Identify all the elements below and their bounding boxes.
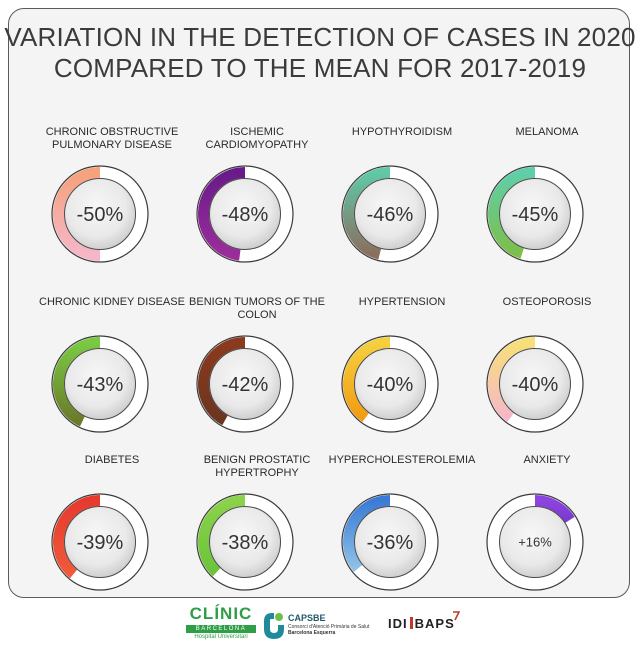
gauge-label: MELANOMA xyxy=(515,126,579,138)
gauge-arc xyxy=(53,337,101,427)
gauge-ring: -38% xyxy=(196,493,294,591)
gauge-label: HYPERTENSION xyxy=(358,296,446,308)
gauge-value: -46% xyxy=(367,204,414,226)
gauge-label: HYPOTHYROIDISM xyxy=(351,126,453,138)
gauge-value: -40% xyxy=(367,374,414,396)
logo-idibaps: IDI BAPS xyxy=(388,605,468,649)
gauge-item: BENIGN TUMORS OF THE COLON -42% xyxy=(182,296,332,446)
gauge-value: -38% xyxy=(222,532,269,554)
gauge-ring: -50% xyxy=(51,165,149,263)
gauge-center xyxy=(499,506,571,578)
gauge-arc xyxy=(488,337,536,423)
gauge-arc xyxy=(53,167,101,261)
gauge-arc xyxy=(343,337,391,423)
gauge-arc xyxy=(198,495,246,577)
title-line-2: COMPARED TO THE MEAN FOR 2017-2019 xyxy=(53,53,587,83)
gauge-center xyxy=(209,348,281,420)
capsbe-name: CAPSBE xyxy=(288,613,326,623)
gauge-value: -43% xyxy=(77,374,124,396)
gauge-item: HYPERCHOLESTEROLEMIA -36% xyxy=(327,454,477,604)
gauge-center xyxy=(209,178,281,250)
gauge-value: -45% xyxy=(512,204,559,226)
gauge-ring: -42% xyxy=(196,335,294,433)
gauge-arc xyxy=(343,167,391,260)
gauge-center xyxy=(209,506,281,578)
page-title: VARIATION IN THE DETECTION OF CASES IN 2… xyxy=(0,22,640,84)
idibaps-mark-icon xyxy=(453,611,460,621)
gauge-item: CHRONIC OBSTRUCTIVE PULMONARY DISEASE -50… xyxy=(37,126,187,276)
gauge-ring: -48% xyxy=(196,165,294,263)
gauge-item: MELANOMA -45% xyxy=(472,126,622,276)
gauge-item: ISCHEMIC CARDIOMYOPATHY -48% xyxy=(182,126,332,276)
gauge-arc xyxy=(198,337,246,426)
gauge-label: CHRONIC OBSTRUCTIVE PULMONARY DISEASE xyxy=(45,126,179,151)
gauge-center xyxy=(354,506,426,578)
gauge-label: CHRONIC KIDNEY DISEASE xyxy=(39,296,185,308)
gauge-center xyxy=(64,178,136,250)
gauge-label: OSTEOPOROSIS xyxy=(502,296,592,308)
logo-clinic: CLÍNIC BARCELONA Hospital Universitari xyxy=(186,605,256,649)
logo-capsbe: CAPSBE Consorci d'Atenció Primària de Sa… xyxy=(262,605,382,649)
gauge-arc xyxy=(53,495,101,579)
gauge-arc xyxy=(534,495,575,523)
gauge-item: OSTEOPOROSIS -40% xyxy=(472,296,622,446)
idibaps-left: IDI xyxy=(388,616,408,631)
gauge-center xyxy=(354,178,426,250)
gauge-label: HYPERCHOLESTEROLEMIA xyxy=(328,454,476,466)
gauge-value: -42% xyxy=(222,374,269,396)
title-line-1: VARIATION IN THE DETECTION OF CASES IN 2… xyxy=(4,22,636,52)
gauge-label: ANXIETY xyxy=(523,454,571,466)
gauge-value: -36% xyxy=(367,532,414,554)
gauge-item: BENIGN PROSTATIC HYPERTROPHY -38% xyxy=(182,454,332,604)
gauge-value: +16% xyxy=(518,535,552,550)
gauge-value: -40% xyxy=(512,374,559,396)
gauge-ring: -40% xyxy=(341,335,439,433)
gauge-ring: -40% xyxy=(486,335,584,433)
gauge-item: HYPERTENSION -40% xyxy=(327,296,477,446)
gauge-ring: +16% xyxy=(486,493,584,591)
gauge-value: -48% xyxy=(222,204,269,226)
clinic-sub2: Hospital Universitari xyxy=(194,634,248,640)
gauge-item: HYPOTHYROIDISM -46% xyxy=(327,126,477,276)
gauge-arc xyxy=(488,167,536,259)
gauge-ring: -36% xyxy=(341,493,439,591)
capsbe-icon xyxy=(264,613,284,639)
gauge-center xyxy=(64,348,136,420)
capsbe-sub2: Barcelona Esquerra xyxy=(288,630,336,636)
gauge-ring: -46% xyxy=(341,165,439,263)
gauge-item: CHRONIC KIDNEY DISEASE -43% xyxy=(37,296,187,446)
gauge-center xyxy=(354,348,426,420)
gauge-center xyxy=(499,178,571,250)
gauge-center xyxy=(499,348,571,420)
clinic-name: CLÍNIC xyxy=(189,604,253,623)
gauge-label: DIABETES xyxy=(84,454,140,466)
idibaps-bar xyxy=(409,617,413,629)
gauge-ring: -39% xyxy=(51,493,149,591)
gauge-label: ISCHEMIC CARDIOMYOPATHY xyxy=(205,126,309,151)
gauge-arc xyxy=(343,495,391,572)
capsbe-sub1: Consorci d'Atenció Primària de Salut xyxy=(288,624,370,630)
gauge-center xyxy=(64,506,136,578)
gauge-label: BENIGN PROSTATIC HYPERTROPHY xyxy=(203,454,311,479)
gauge-value: -39% xyxy=(77,532,124,554)
gauge-arc xyxy=(198,167,246,261)
clinic-sub1: BARCELONA xyxy=(186,625,256,633)
gauge-value: -50% xyxy=(77,204,124,226)
gauge-ring: -43% xyxy=(51,335,149,433)
idibaps-right: BAPS xyxy=(414,616,455,631)
gauge-label: BENIGN TUMORS OF THE COLON xyxy=(189,296,325,321)
gauge-ring: -45% xyxy=(486,165,584,263)
gauge-item: ANXIETY +16% xyxy=(472,454,622,604)
gauge-item: DIABETES -39% xyxy=(37,454,187,604)
